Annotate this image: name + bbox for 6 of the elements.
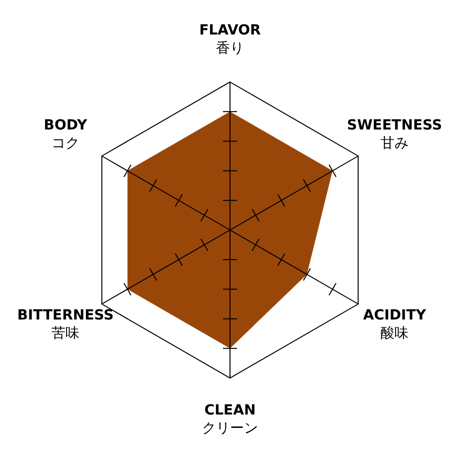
spoke-label: FLAVOR 香り bbox=[199, 22, 262, 57]
spoke-label: ACIDITY 酸味 bbox=[363, 308, 427, 342]
spoke-label: SWEETNESS 甘み bbox=[347, 118, 442, 152]
spoke-label: BODY コク bbox=[44, 118, 88, 152]
spoke-label: BITTERNESS 苦味 bbox=[17, 308, 114, 342]
spoke-label: CLEAN クリーン bbox=[202, 402, 258, 437]
